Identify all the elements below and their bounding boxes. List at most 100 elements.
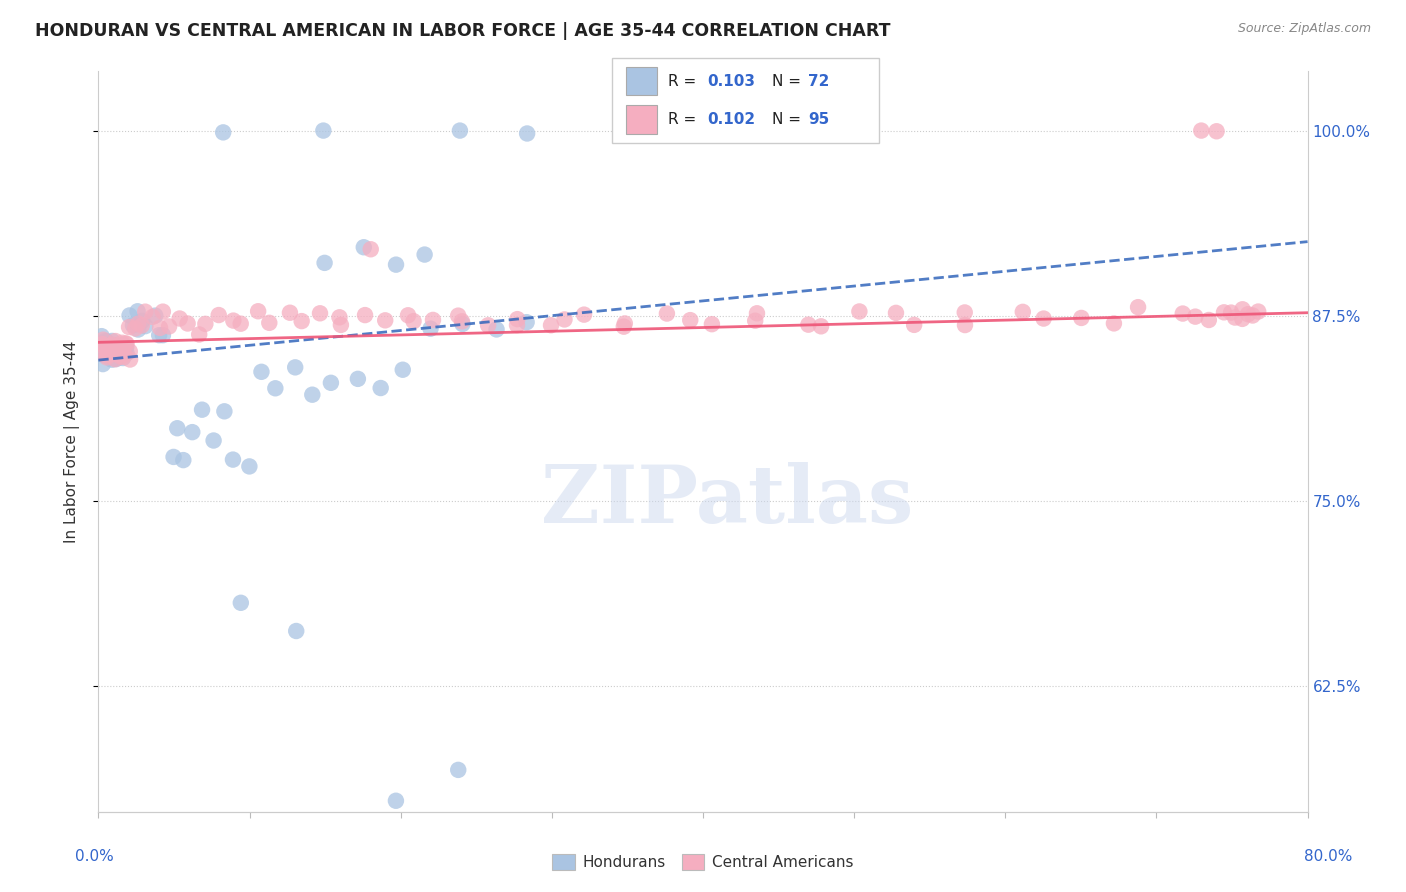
Point: [131, 314, 153, 328]
Point: [1102, 317, 1125, 331]
Point: [1237, 307, 1260, 321]
Point: [301, 387, 323, 401]
Point: [172, 453, 194, 467]
Point: [118, 309, 141, 323]
Point: [104, 334, 127, 348]
Point: [152, 304, 174, 318]
Point: [94, 343, 117, 357]
Point: [810, 319, 832, 334]
Point: [107, 341, 129, 355]
Point: [96, 351, 118, 365]
Point: [152, 328, 174, 343]
Point: [104, 347, 127, 361]
Point: [141, 310, 163, 324]
Point: [477, 318, 499, 333]
Point: [104, 338, 127, 352]
Point: [516, 127, 538, 141]
Point: [745, 306, 768, 320]
Point: [572, 308, 595, 322]
Point: [259, 316, 281, 330]
Point: [115, 336, 138, 351]
Point: [1223, 310, 1246, 325]
Point: [162, 450, 184, 464]
Point: [110, 350, 132, 364]
Point: [108, 346, 131, 360]
Point: [112, 347, 135, 361]
Point: [291, 314, 314, 328]
Point: [131, 318, 153, 333]
Point: [1213, 305, 1236, 319]
Text: 0.0%: 0.0%: [75, 849, 114, 863]
Point: [679, 313, 702, 327]
Point: [188, 327, 211, 342]
Point: [127, 304, 149, 318]
Y-axis label: In Labor Force | Age 35-44: In Labor Force | Age 35-44: [65, 341, 80, 542]
Point: [101, 345, 124, 359]
Point: [194, 317, 217, 331]
Text: R =: R =: [668, 112, 702, 127]
Point: [93, 339, 115, 353]
Point: [553, 312, 575, 326]
Point: [312, 123, 335, 137]
Point: [111, 335, 134, 350]
Point: [90, 345, 112, 359]
Point: [212, 125, 235, 139]
Point: [97, 345, 120, 359]
Text: N =: N =: [772, 112, 806, 127]
Point: [91, 333, 114, 347]
Point: [222, 452, 245, 467]
Text: R =: R =: [668, 74, 702, 88]
Point: [1011, 305, 1033, 319]
Point: [953, 318, 976, 332]
Point: [451, 317, 474, 331]
Point: [264, 381, 287, 395]
Point: [120, 352, 142, 367]
Point: [101, 337, 124, 351]
Point: [112, 338, 135, 352]
Point: [96, 334, 118, 349]
Point: [354, 308, 377, 322]
Point: [1205, 124, 1227, 138]
Point: [540, 318, 562, 333]
Point: [101, 347, 124, 361]
Point: [797, 318, 820, 332]
Point: [238, 459, 260, 474]
Point: [202, 434, 225, 448]
Point: [884, 306, 907, 320]
Text: 72: 72: [808, 74, 830, 88]
Point: [953, 305, 976, 319]
Point: [485, 322, 508, 336]
Point: [100, 348, 122, 362]
Point: [157, 319, 180, 334]
Point: [449, 123, 471, 137]
Point: [127, 322, 149, 336]
Point: [166, 421, 188, 435]
Point: [360, 242, 382, 256]
Point: [285, 624, 308, 638]
Point: [309, 306, 332, 320]
Point: [105, 344, 128, 359]
Point: [1241, 309, 1264, 323]
Point: [655, 307, 678, 321]
Point: [353, 240, 375, 254]
Point: [1032, 311, 1054, 326]
Point: [107, 346, 129, 360]
Point: [148, 328, 170, 343]
Point: [1220, 305, 1243, 319]
Point: [447, 763, 470, 777]
Point: [222, 313, 245, 327]
Point: [451, 314, 474, 328]
Point: [385, 258, 408, 272]
Point: [391, 362, 413, 376]
Point: [122, 318, 145, 333]
Point: [374, 313, 396, 327]
Point: [134, 319, 156, 334]
Point: [112, 350, 135, 364]
Text: 95: 95: [808, 112, 830, 127]
Point: [127, 317, 149, 331]
Point: [91, 347, 114, 361]
Point: [516, 315, 538, 329]
Point: [104, 340, 127, 354]
Legend: Hondurans, Central Americans: Hondurans, Central Americans: [548, 849, 858, 874]
Point: [848, 304, 870, 318]
